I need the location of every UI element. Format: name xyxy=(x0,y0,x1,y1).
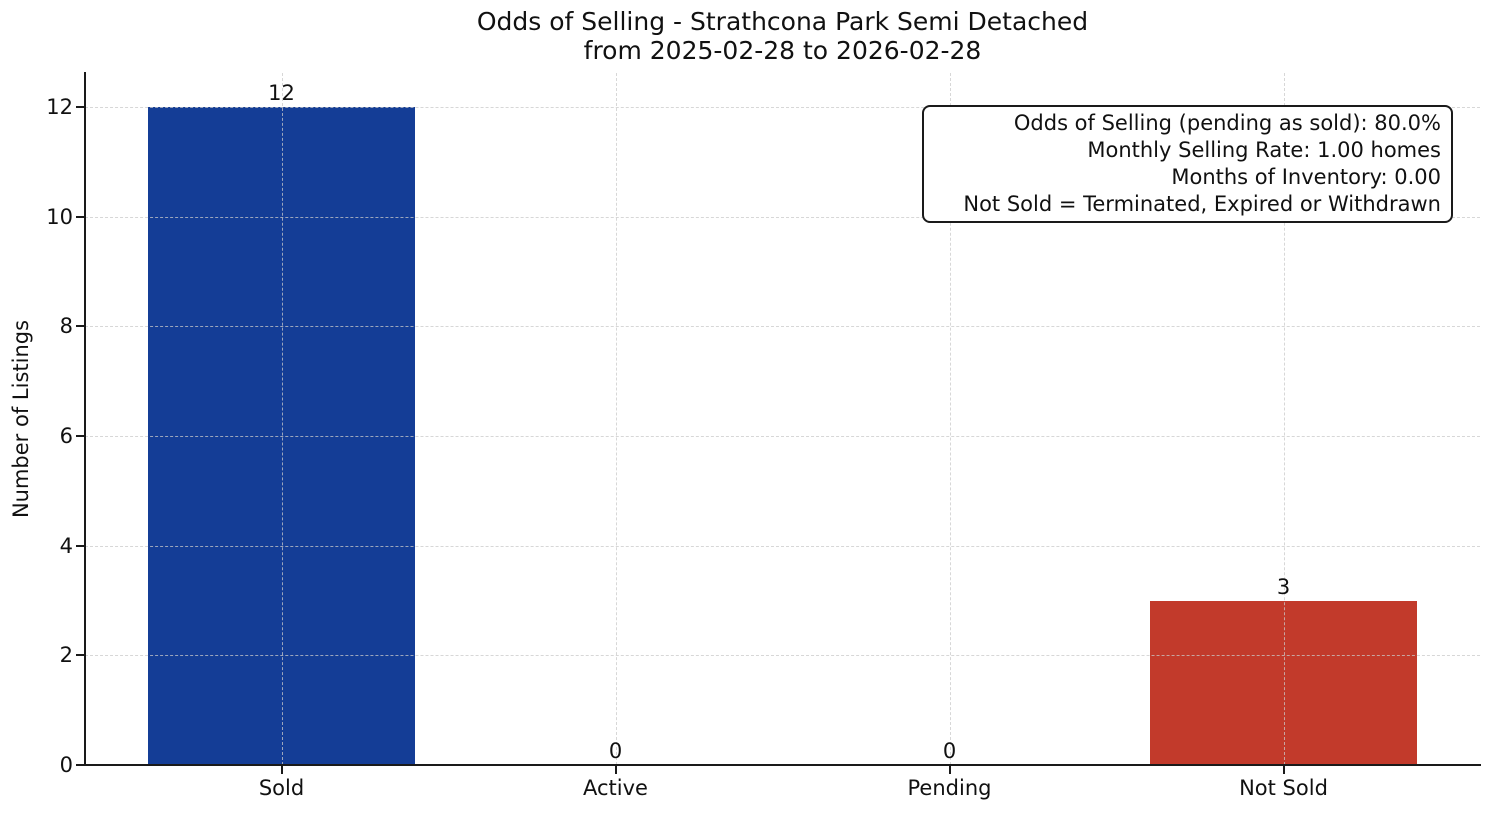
gridline-vertical xyxy=(949,73,951,765)
x-tick-mark xyxy=(280,766,283,774)
y-tick-label: 6 xyxy=(59,424,73,448)
y-tick-label: 10 xyxy=(46,204,73,229)
y-tick-mark xyxy=(76,654,84,657)
x-tick-mark xyxy=(1282,766,1285,774)
x-tick-mark xyxy=(948,766,951,774)
stats-annotation-box: Odds of Selling (pending as sold): 80.0%… xyxy=(922,105,1453,223)
x-axis-spine xyxy=(84,764,1481,766)
y-tick-label: 2 xyxy=(59,643,73,668)
annotation-monthly-selling-rate: Monthly Selling Rate: 1.00 homes xyxy=(1087,138,1441,162)
y-tick-label: 4 xyxy=(59,533,73,558)
annotation-odds-of-selling: Odds of Selling (pending as sold): 80.0% xyxy=(1013,111,1441,135)
x-tick-label-sold: Sold xyxy=(258,776,305,800)
x-tick-label-not-sold: Not Sold xyxy=(1239,776,1328,800)
chart-title: Odds of Selling - Strathcona Park Semi D… xyxy=(85,7,1480,65)
annotation-months-of-inventory: Months of Inventory: 0.00 xyxy=(1171,165,1441,189)
y-tick-label: 0 xyxy=(59,753,73,777)
chart-title-line1: Odds of Selling - Strathcona Park Semi D… xyxy=(476,7,1089,36)
y-tick-mark xyxy=(76,325,84,328)
bar-value-label: 3 xyxy=(1276,574,1291,599)
bar-value-label: 0 xyxy=(608,739,623,763)
gridline-vertical xyxy=(1283,73,1285,765)
gridline-vertical xyxy=(281,73,283,765)
plot-area xyxy=(85,73,1480,765)
gridline-horizontal xyxy=(85,545,1480,547)
y-axis-title: Number of Listings xyxy=(9,319,33,519)
y-tick-mark xyxy=(76,764,84,766)
bar-value-label: 12 xyxy=(268,81,295,105)
gridline-vertical xyxy=(615,73,617,765)
y-axis-spine xyxy=(84,72,86,766)
x-tick-label-active: Active xyxy=(583,776,648,800)
y-tick-mark xyxy=(76,435,84,437)
annotation-not-sold-definition: Not Sold = Terminated, Expired or Withdr… xyxy=(963,192,1441,216)
gridline-horizontal xyxy=(85,107,1480,108)
y-tick-label: 8 xyxy=(59,314,73,339)
x-tick-label-pending: Pending xyxy=(907,776,992,800)
gridline-horizontal xyxy=(85,436,1480,437)
y-tick-mark xyxy=(76,106,84,108)
gridline-horizontal xyxy=(85,216,1480,218)
y-tick-mark xyxy=(76,215,84,218)
x-tick-mark xyxy=(614,766,617,774)
chart-title-line2: from 2025-02-28 to 2026-02-28 xyxy=(583,36,982,65)
y-tick-label: 12 xyxy=(46,95,73,119)
bar-value-label: 0 xyxy=(942,739,957,763)
y-tick-mark xyxy=(76,544,84,547)
gridline-horizontal xyxy=(85,655,1480,657)
gridline-horizontal xyxy=(85,326,1480,328)
